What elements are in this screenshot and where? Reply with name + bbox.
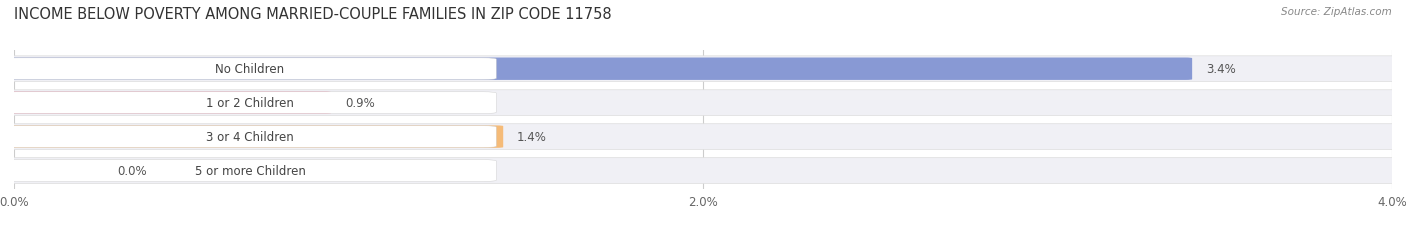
FancyBboxPatch shape <box>4 160 496 182</box>
FancyBboxPatch shape <box>7 58 1192 81</box>
Text: 0.9%: 0.9% <box>344 97 374 110</box>
Text: 0.0%: 0.0% <box>118 164 148 177</box>
Text: 3 or 4 Children: 3 or 4 Children <box>207 131 294 143</box>
Text: 1 or 2 Children: 1 or 2 Children <box>207 97 294 110</box>
FancyBboxPatch shape <box>4 90 1402 116</box>
Text: Source: ZipAtlas.com: Source: ZipAtlas.com <box>1281 7 1392 17</box>
FancyBboxPatch shape <box>4 92 496 114</box>
Text: 1.4%: 1.4% <box>517 131 547 143</box>
Text: 5 or more Children: 5 or more Children <box>194 164 305 177</box>
FancyBboxPatch shape <box>4 124 1402 150</box>
FancyBboxPatch shape <box>4 59 496 80</box>
FancyBboxPatch shape <box>7 92 330 114</box>
FancyBboxPatch shape <box>7 126 503 148</box>
FancyBboxPatch shape <box>4 158 1402 184</box>
Text: INCOME BELOW POVERTY AMONG MARRIED-COUPLE FAMILIES IN ZIP CODE 11758: INCOME BELOW POVERTY AMONG MARRIED-COUPL… <box>14 7 612 22</box>
FancyBboxPatch shape <box>4 57 1402 82</box>
Text: 3.4%: 3.4% <box>1206 63 1236 76</box>
Text: No Children: No Children <box>215 63 284 76</box>
FancyBboxPatch shape <box>4 126 496 148</box>
